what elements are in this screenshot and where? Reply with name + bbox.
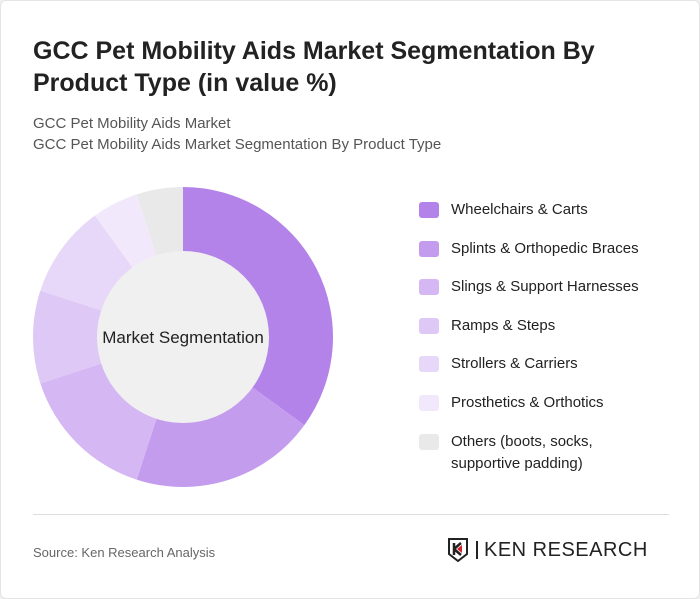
- legend-label: Wheelchairs & Carts: [451, 201, 588, 218]
- legend-swatch: [419, 202, 439, 218]
- divider: [33, 514, 669, 515]
- legend-item: Others (boots, socks, supportive padding…: [419, 431, 661, 472]
- legend: Wheelchairs & Carts Splints & Orthopedic …: [419, 199, 661, 472]
- slice-2: [40, 363, 157, 480]
- slice-6: [136, 187, 183, 257]
- legend-label: Slings & Support Harnesses: [451, 278, 639, 296]
- legend-item: Ramps & Steps: [419, 315, 661, 354]
- legend-swatch: [419, 394, 439, 411]
- legend-item: Strollers & Carriers: [419, 353, 661, 392]
- logo-text: KEN RESEARCH: [476, 540, 648, 560]
- slice-0: [183, 187, 333, 426]
- slice-4: [40, 215, 134, 311]
- legend-label: Strollers & Carriers: [451, 355, 578, 373]
- subtitle-segmentation: GCC Pet Mobility Aids Market Segmentatio…: [33, 136, 442, 153]
- legend-swatch: [419, 317, 439, 334]
- legend-item: Splints & Orthopedic Braces: [419, 238, 661, 277]
- subtitle-market: GCC Pet Mobility Aids Market: [33, 115, 231, 132]
- legend-item: Prosthetics & Orthotics: [419, 392, 661, 431]
- legend-label: Others (boots, socks, supportive padding…: [451, 432, 593, 472]
- center-label: Market Segmentation: [102, 328, 264, 347]
- legend-label: Prosthetics & Orthotics: [451, 393, 604, 411]
- slice-1: [136, 386, 305, 487]
- legend-swatch: [419, 356, 439, 373]
- legend-swatch: [419, 279, 439, 296]
- ken-research-logo: KEN RESEARCH: [448, 538, 648, 562]
- legend-item: Wheelchairs & Carts: [419, 199, 661, 238]
- slice-3: [33, 290, 103, 384]
- source-note: Source: Ken Research Analysis: [33, 545, 216, 560]
- legend-swatch: [419, 433, 439, 450]
- legend-label: Ramps & Steps: [451, 316, 556, 334]
- legend-item: Slings & Support Harnesses: [419, 276, 661, 315]
- logo-mark-icon: [448, 538, 468, 562]
- slice-5: [94, 194, 157, 269]
- donut-hole: [97, 251, 269, 423]
- chart-title: GCC Pet Mobility Aids Market Segmentatio…: [33, 37, 595, 97]
- legend-swatch: [419, 240, 439, 257]
- legend-label: Splints & Orthopedic Braces: [451, 239, 639, 257]
- donut-chart: Market Segmentation: [33, 187, 333, 487]
